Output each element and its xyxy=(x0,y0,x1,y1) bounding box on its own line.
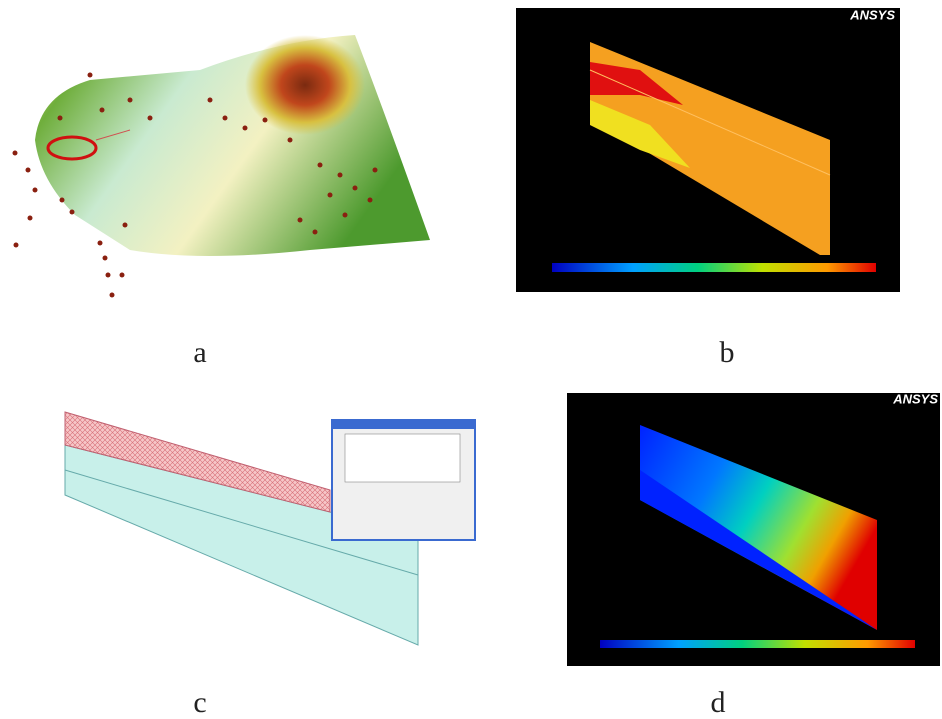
pointer xyxy=(95,129,131,141)
color-bar xyxy=(600,640,915,648)
contour-low xyxy=(640,470,877,630)
dialog-titlebar xyxy=(332,420,475,429)
panel-label: c xyxy=(193,686,206,719)
color-bar xyxy=(552,263,876,272)
terrain-peak xyxy=(245,35,365,135)
layer-line xyxy=(64,469,419,576)
highlight-ellipse xyxy=(46,135,98,161)
survey-points xyxy=(12,72,378,298)
contour-high xyxy=(590,62,683,105)
logo: ANSYS xyxy=(892,391,938,406)
panel-label: a xyxy=(193,336,206,369)
logo: ANSYS xyxy=(849,7,895,22)
contour-mid xyxy=(590,100,690,168)
ansys-panel: ANSYS d xyxy=(567,391,940,719)
panel-label: d xyxy=(711,686,726,719)
panel-label: b xyxy=(720,336,735,369)
slide-mass xyxy=(64,411,331,513)
contour-field xyxy=(640,425,877,630)
dialog-table xyxy=(344,433,461,483)
terrain-panel: a xyxy=(12,35,430,369)
layer-line xyxy=(589,69,831,176)
profile-panel: c xyxy=(64,411,476,719)
ansys-panel: ANSYS b xyxy=(516,7,900,369)
